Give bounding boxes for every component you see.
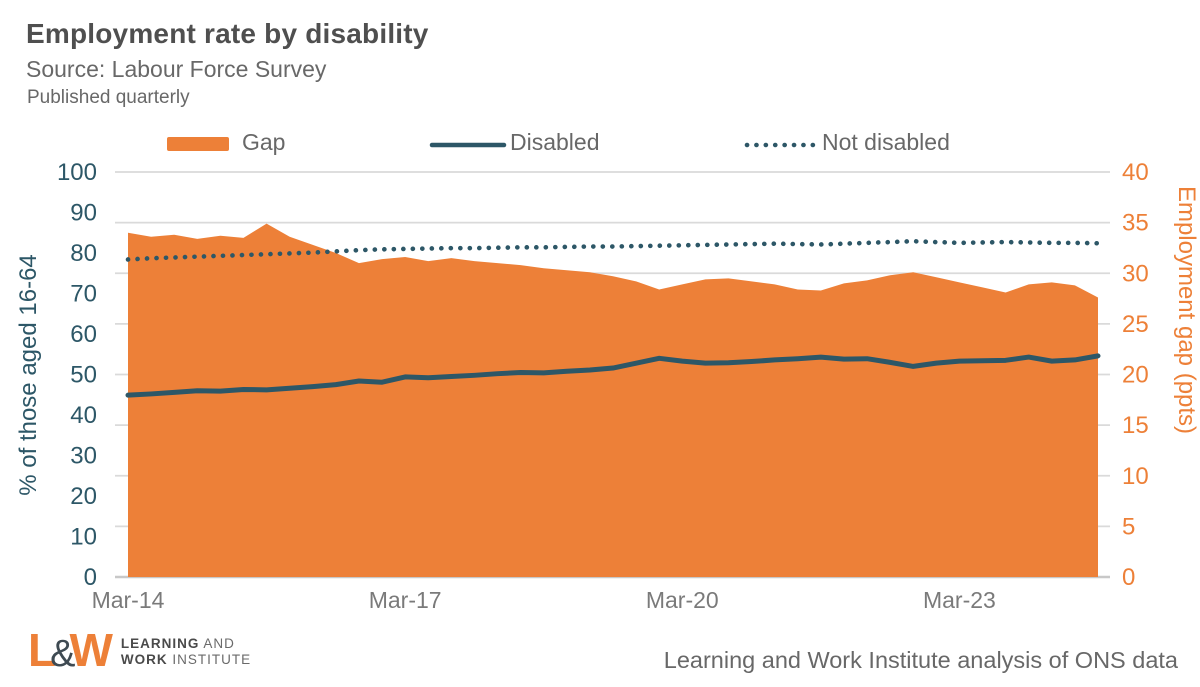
svg-text:Mar-17: Mar-17 bbox=[369, 587, 442, 613]
legend-not-disabled-label: Not disabled bbox=[822, 129, 950, 155]
svg-text:10: 10 bbox=[70, 524, 97, 551]
svg-text:60: 60 bbox=[70, 321, 97, 348]
x-axis-tick-labels: Mar-14 Mar-17 Mar-20 Mar-23 bbox=[92, 587, 996, 613]
svg-text:25: 25 bbox=[1122, 311, 1149, 338]
chart-source: Source: Labour Force Survey bbox=[26, 56, 327, 82]
logo-letter-w: W bbox=[69, 624, 112, 676]
svg-text:0: 0 bbox=[84, 564, 97, 591]
right-axis-title: Employment gap (ppts) bbox=[1173, 186, 1200, 434]
svg-text:80: 80 bbox=[70, 240, 97, 267]
chart-plot: 0 10 20 30 40 50 60 70 80 90 100 0 5 10 15 20 25 30 35 40 Ma… bbox=[15, 159, 1200, 613]
legend-gap-swatch-icon bbox=[167, 137, 229, 151]
legend-gap-label: Gap bbox=[242, 129, 286, 155]
svg-text:70: 70 bbox=[70, 281, 97, 308]
gap-area-series bbox=[128, 223, 1098, 577]
right-axis-tick-labels: 0 5 10 15 20 25 30 35 40 bbox=[1122, 159, 1149, 591]
svg-text:100: 100 bbox=[57, 159, 97, 186]
svg-text:20: 20 bbox=[70, 483, 97, 510]
svg-text:30: 30 bbox=[70, 443, 97, 470]
svg-text:0: 0 bbox=[1122, 564, 1135, 591]
svg-text:35: 35 bbox=[1122, 210, 1149, 237]
svg-text:20: 20 bbox=[1122, 362, 1149, 389]
logo-line2-rest: INSTITUTE bbox=[172, 652, 252, 667]
svg-text:10: 10 bbox=[1122, 463, 1149, 490]
logo-ampersand: & bbox=[50, 633, 75, 675]
lw-institute-logo: L&W LEARNING AND WORK INSTITUTE bbox=[28, 627, 251, 677]
logo-letter-l: L bbox=[28, 624, 56, 676]
logo-line1-strong: LEARNING bbox=[120, 636, 200, 651]
svg-text:40: 40 bbox=[1122, 159, 1149, 186]
attribution-text: Learning and Work Institute analysis of … bbox=[663, 647, 1178, 673]
chart-frequency-note: Published quarterly bbox=[27, 87, 190, 108]
logo-line2-strong: WORK bbox=[120, 652, 168, 667]
svg-text:Mar-14: Mar-14 bbox=[92, 587, 165, 613]
chart-title: Employment rate by disability bbox=[26, 18, 429, 49]
left-axis-tick-labels: 0 10 20 30 40 50 60 70 80 90 100 bbox=[57, 159, 97, 591]
svg-text:50: 50 bbox=[70, 362, 97, 389]
svg-text:30: 30 bbox=[1122, 260, 1149, 287]
logo-wordmark: LEARNING AND WORK INSTITUTE bbox=[121, 636, 251, 668]
lw-logo-mark: L&W bbox=[28, 624, 113, 677]
svg-text:Mar-23: Mar-23 bbox=[923, 587, 996, 613]
not-disabled-line-series bbox=[125, 238, 1101, 262]
svg-text:90: 90 bbox=[70, 200, 97, 227]
left-axis-title: % of those aged 16-64 bbox=[15, 254, 42, 496]
svg-text:15: 15 bbox=[1122, 412, 1149, 439]
svg-text:Mar-20: Mar-20 bbox=[646, 587, 719, 613]
logo-line1-rest: AND bbox=[203, 636, 235, 651]
disabled-line-series bbox=[125, 353, 1101, 398]
svg-text:40: 40 bbox=[70, 402, 97, 429]
legend-disabled-label: Disabled bbox=[510, 129, 600, 155]
legend-disabled-line-icon bbox=[429, 142, 507, 148]
svg-text:5: 5 bbox=[1122, 513, 1135, 540]
legend-not-disabled-dotted-icon bbox=[744, 142, 824, 148]
